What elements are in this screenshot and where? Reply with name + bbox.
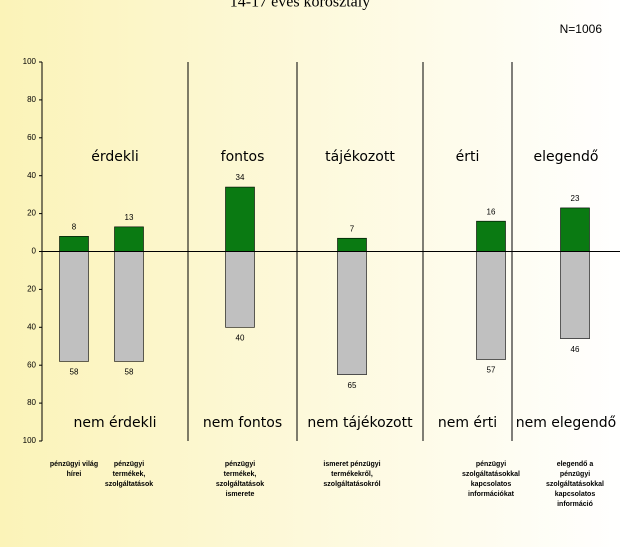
group-label: elegendő xyxy=(534,149,599,165)
y-tick-label: 80 xyxy=(27,398,36,407)
x-tick-label: kapcsolatos xyxy=(471,481,512,488)
group-negative-label: nem érti xyxy=(438,415,497,431)
y-tick-label: 20 xyxy=(27,285,36,294)
y-tick-label: 100 xyxy=(23,436,37,445)
x-tick-label: szolgáltatásokkal xyxy=(546,481,604,488)
x-tick-label: ismerete xyxy=(226,491,255,498)
value-label: 57 xyxy=(487,366,496,375)
y-tick-label: 40 xyxy=(27,322,36,331)
positive-bar xyxy=(560,207,590,252)
negative-bar xyxy=(560,251,590,339)
value-label: 40 xyxy=(236,333,245,342)
y-tick-label: 80 xyxy=(27,95,36,104)
value-label: 13 xyxy=(125,213,134,222)
y-tick-label: 20 xyxy=(27,209,36,218)
value-label: 16 xyxy=(487,207,496,216)
x-tick-label: kapcsolatos xyxy=(555,491,596,498)
positive-bar xyxy=(476,220,506,252)
value-label: 7 xyxy=(350,224,355,233)
y-tick-label: 60 xyxy=(27,360,36,369)
value-label: 65 xyxy=(348,381,357,390)
x-tick-label: információ xyxy=(557,501,593,508)
negative-bar xyxy=(337,251,367,375)
positive-bar xyxy=(225,186,255,252)
x-tick-label: pénzügyi xyxy=(476,461,506,468)
x-tick-label: szolgáltatásokról xyxy=(323,481,380,488)
x-tick-label: termékek, xyxy=(224,471,257,478)
negative-bar xyxy=(225,251,255,328)
x-tick-label: szolgáltatások xyxy=(216,481,264,488)
sample-size: N=1006 xyxy=(560,22,603,36)
group-negative-label: nem tájékozott xyxy=(307,415,413,431)
positive-bar xyxy=(59,236,89,252)
value-label: 8 xyxy=(72,222,77,231)
x-tick-label: pénzügyi xyxy=(225,461,255,468)
y-tick-label: 40 xyxy=(27,171,36,180)
x-tick-label: információkat xyxy=(468,491,515,498)
x-tick-label: szolgáltatások xyxy=(105,481,153,488)
x-tick-label: pénzügyi xyxy=(114,461,144,468)
x-tick-label: hírei xyxy=(67,471,82,478)
x-tick-label: termékek, xyxy=(113,471,146,478)
group-label: fontos xyxy=(221,149,265,165)
value-label: 46 xyxy=(571,345,580,354)
negative-bar xyxy=(114,251,144,362)
group-negative-label: nem fontos xyxy=(203,415,282,431)
y-tick-label: 100 xyxy=(23,57,37,66)
group-label: érti xyxy=(456,149,480,165)
value-label: 58 xyxy=(70,368,79,377)
group-negative-label: nem érdekli xyxy=(73,415,156,431)
positive-bar xyxy=(114,226,144,252)
y-tick-label: 0 xyxy=(32,247,37,256)
x-tick-label: elegendő a xyxy=(557,461,594,468)
x-tick-label: pénzügyi xyxy=(560,471,590,478)
negative-bar xyxy=(476,251,506,360)
group-label: érdekli xyxy=(91,149,139,165)
value-label: 23 xyxy=(571,194,580,203)
x-tick-label: termékekről, xyxy=(331,471,373,478)
group-negative-label: nem elegendő xyxy=(516,415,617,431)
group-label: tájékozott xyxy=(325,149,395,165)
y-tick-label: 60 xyxy=(27,133,36,142)
positive-bar xyxy=(337,237,367,252)
chart-title: 14-17 éves korosztály xyxy=(230,0,370,11)
negative-bar xyxy=(59,251,89,362)
value-label: 34 xyxy=(236,173,245,182)
x-tick-label: szolgáltatásokkal xyxy=(462,471,520,478)
x-tick-label: ismeret pénzügyi xyxy=(323,461,380,468)
value-label: 58 xyxy=(125,368,134,377)
x-tick-label: pénzügyi világ xyxy=(50,461,98,468)
